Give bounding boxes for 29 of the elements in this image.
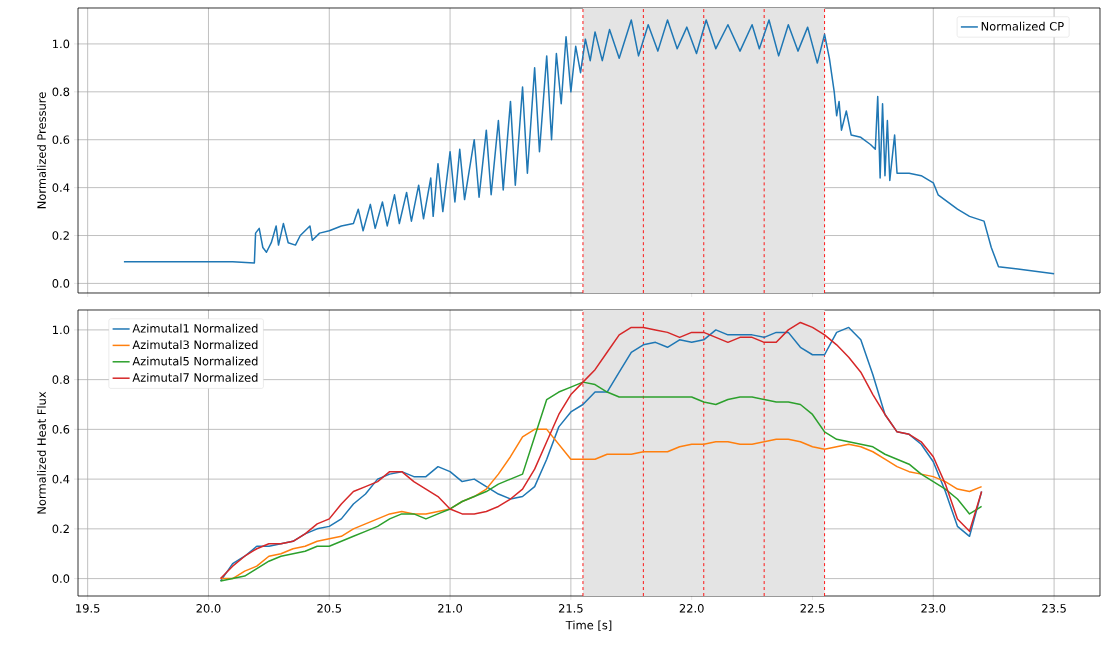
legend-label: Azimutal1 Normalized [132, 323, 258, 333]
y-tick-label: 1.0 [53, 325, 70, 335]
y-tick-label: 0.6 [52, 425, 70, 434]
legend-label: Normalized CP [981, 21, 1064, 31]
y-tick-label: 0.8 [52, 87, 70, 97]
y-tick-label: 0.0 [52, 574, 70, 583]
y-tick-label: 0.8 [52, 375, 70, 384]
x-tick-label: 23.5 [1042, 604, 1066, 613]
x-tick-label: 22.0 [679, 604, 704, 613]
legend-label: Azimutal7 Normalized [132, 372, 258, 382]
legend-label: Azimutal3 Normalized [132, 340, 258, 350]
x-tick-label: 23.0 [921, 604, 946, 613]
x-tick-label: 19.5 [76, 604, 100, 613]
y-tick-label: 1.0 [53, 39, 70, 49]
y-tick-label: 0.4 [52, 183, 70, 192]
y-tick-label: 0.2 [52, 231, 69, 240]
x-tick-label: 22.5 [800, 604, 825, 613]
x-axis-title: Time [s] [565, 620, 612, 631]
x-tick-label: 20.5 [317, 604, 342, 613]
x-tick-label: 21.5 [558, 604, 583, 613]
y-tick-label: 0.4 [52, 474, 70, 484]
y-axis-title: Normalized Pressure [37, 92, 46, 209]
x-tick-label: 20.0 [196, 604, 221, 613]
y-tick-label: 0.6 [52, 135, 70, 145]
y-tick-label: 0.0 [52, 279, 70, 288]
y-axis-title: Normalized Heat Flux [37, 391, 46, 514]
legend-label: Azimutal5 Normalized [132, 356, 258, 366]
y-tick-label: 0.2 [52, 524, 69, 534]
x-tick-label: 21.0 [438, 604, 463, 613]
